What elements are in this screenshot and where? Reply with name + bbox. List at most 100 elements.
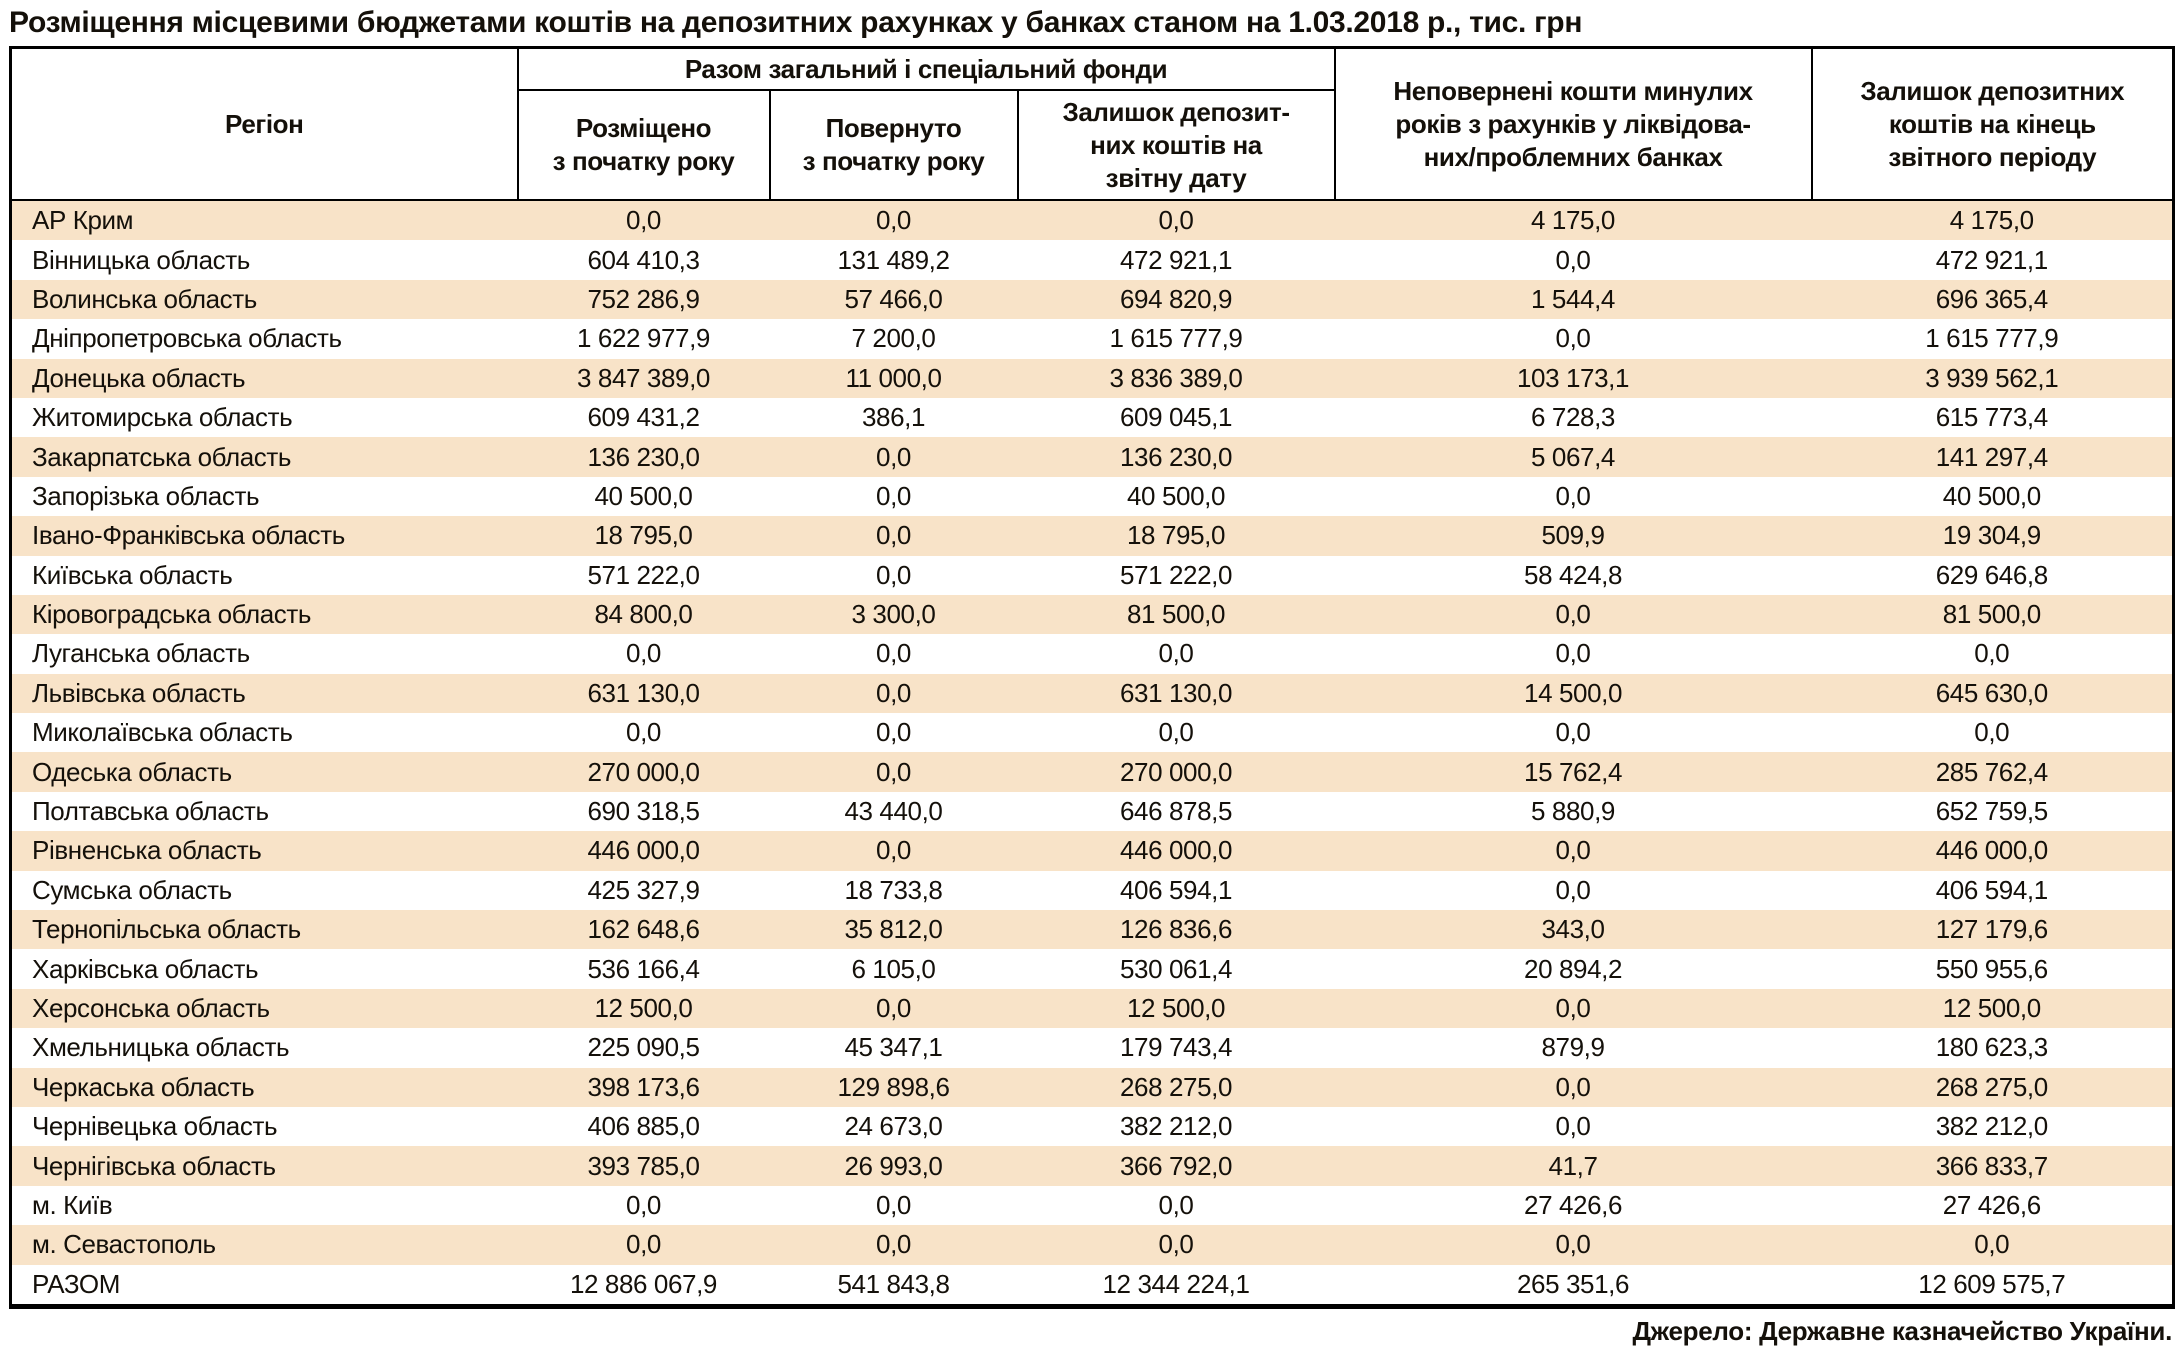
- value-cell: 366 833,7: [1935, 1150, 2048, 1181]
- value-cell: 0,0: [876, 441, 911, 472]
- value-cell: 398 173,6: [587, 1071, 700, 1102]
- value-cell: 18 795,0: [1127, 520, 1226, 551]
- value-cell: 162 648,6: [587, 914, 700, 945]
- table-row: Волинська область 752 286,9 57 466,0 694 82…: [10, 279, 2174, 320]
- value-cell: 11 000,0: [845, 362, 942, 393]
- value-cell: 615 773,4: [1935, 402, 2048, 433]
- value-cell: 14 500,0: [1524, 677, 1623, 708]
- region-cell: Волинська область: [32, 283, 257, 314]
- value-cell: 386,1: [861, 402, 926, 433]
- value-cell: 752 286,9: [587, 283, 700, 314]
- value-cell: 4 175,0: [1531, 205, 1615, 236]
- value-cell: 631 130,0: [587, 677, 700, 708]
- value-cell: 129 898,6: [837, 1071, 950, 1102]
- value-cell: 0,0: [1974, 717, 2010, 748]
- value-cell: 425 327,9: [587, 874, 700, 905]
- value-cell: 81 500,0: [1942, 599, 2041, 630]
- value-cell: 406 885,0: [587, 1111, 700, 1142]
- value-cell: 0,0: [626, 1189, 661, 1220]
- value-cell: 0,0: [876, 480, 911, 511]
- value-cell: 0,0: [876, 993, 911, 1023]
- table-row: Чернігівська область 393 785,0 26 993,0 366…: [10, 1146, 2174, 1186]
- value-cell: 0,0: [876, 835, 911, 866]
- value-cell: 382 212,0: [1119, 1111, 1233, 1142]
- value-cell: 0,0: [876, 638, 911, 669]
- table-row: Одеська область 270 000,0 0,0 270 000,0 15 7…: [10, 752, 2174, 792]
- table-row: Рівненська область 446 000,0 0,0 446 000,0 0…: [10, 831, 2174, 871]
- region-cell: Київська область: [32, 559, 233, 590]
- value-cell: 180 623,3: [1935, 1032, 2048, 1063]
- value-cell: 0,0: [876, 677, 911, 708]
- value-cell: 446 000,0: [1119, 835, 1233, 866]
- value-cell: 0,0: [1555, 638, 1591, 669]
- value-cell: 550 955,6: [1935, 953, 2048, 984]
- table-row: Вінницька область 604 410,3 131 489,2 472 9…: [11, 240, 2174, 279]
- value-cell: 645 630,0: [1935, 677, 2048, 708]
- region-cell: Хмельницька область: [32, 1032, 290, 1063]
- value-cell: 0,0: [1555, 244, 1591, 275]
- value-cell: 18 733,8: [844, 874, 943, 905]
- value-cell: 0,0: [1158, 717, 1194, 748]
- table-row: Черкаська область 398 173,6 129 898,6 268 2…: [10, 1067, 2174, 1107]
- value-cell: 1 615 777,9: [1925, 323, 2059, 354]
- table-row: Тернопільська область 162 648,6 35 812,0 12…: [10, 910, 2174, 950]
- value-cell: 343,0: [1541, 914, 1605, 945]
- value-cell: 285 762,4: [1935, 756, 2048, 787]
- table-row: Кіровоградська область 84 800,0 3 300,0 81 …: [10, 594, 2174, 635]
- value-cell: 136 230,0: [1119, 441, 1233, 472]
- value-cell: 393 785,0: [587, 1150, 700, 1181]
- table-row: Чернівецька область 406 885,0 24 673,0 382 …: [11, 1107, 2174, 1146]
- value-cell: 58 424,8: [1524, 559, 1623, 590]
- value-cell: 0,0: [1555, 599, 1591, 630]
- table-row: Львівська область 631 130,0 0,0 631 130,0 14…: [10, 673, 2174, 714]
- value-cell: 0,0: [1158, 205, 1194, 236]
- value-cell: 0,0: [876, 1189, 911, 1220]
- value-cell: 20 894,2: [1524, 953, 1623, 984]
- value-cell: 81 500,0: [1127, 599, 1226, 630]
- region-cell: Тернопільська область: [32, 914, 301, 945]
- region-cell: Черкаська область: [32, 1071, 255, 1102]
- value-cell: 0,0: [1555, 480, 1591, 511]
- value-cell: 0,0: [1974, 638, 2010, 669]
- value-cell: 41,7: [1548, 1150, 1598, 1181]
- value-cell: 225 090,5: [587, 1032, 700, 1063]
- value-cell: 0,0: [1158, 1229, 1194, 1260]
- value-cell: 609 045,1: [1119, 402, 1233, 433]
- value-cell: 19 304,9: [1942, 520, 2041, 551]
- region-cell: Запорізька область: [32, 480, 260, 511]
- table-row: Сумська область 425 327,9 18 733,8 406 594,…: [11, 871, 2174, 910]
- value-cell: 84 800,0: [594, 599, 693, 630]
- value-cell: 0,0: [1555, 1071, 1591, 1102]
- value-cell: 126 836,6: [1119, 914, 1233, 945]
- header-balance-end-period: Залишок депозитних коштів на кінець звіт…: [1810, 46, 2175, 201]
- header-balance-report-date: Залишок депозит- них коштів на звітну да…: [1016, 89, 1336, 201]
- value-cell: 696 365,4: [1935, 283, 2048, 314]
- value-cell: 12 886 067,9: [569, 1268, 717, 1299]
- table-row: Запорізька область 40 500,0 0,0 40 500,0 0,0…: [11, 477, 2174, 516]
- value-cell: 694 820,9: [1119, 283, 1233, 314]
- value-cell: 446 000,0: [1935, 835, 2048, 866]
- value-cell: 0,0: [626, 638, 661, 669]
- table-row: Хмельницька область 225 090,5 45 347,1 179 …: [11, 1028, 2174, 1067]
- table-row: Закарпатська область 136 230,0 0,0 136 230,…: [10, 437, 2174, 477]
- table-row: Херсонська область 12 500,0 0,0 12 500,0 0,0…: [10, 988, 2174, 1029]
- value-cell: 0,0: [876, 717, 911, 748]
- value-cell: 270 000,0: [587, 756, 700, 787]
- value-cell: 12 344 224,1: [1102, 1268, 1250, 1299]
- region-cell: Чернівецька область: [32, 1111, 278, 1142]
- value-cell: 366 792,0: [1119, 1150, 1233, 1181]
- region-cell: м. Київ: [32, 1189, 113, 1220]
- value-cell: 0,0: [1555, 993, 1591, 1023]
- value-cell: 1 544,4: [1531, 283, 1615, 314]
- value-cell: 3 300,0: [851, 599, 936, 630]
- value-cell: 472 921,1: [1119, 244, 1233, 275]
- region-cell: Вінницька область: [32, 244, 250, 275]
- value-cell: 265 351,6: [1516, 1268, 1630, 1299]
- value-cell: 27 426,6: [1524, 1189, 1623, 1220]
- total-label-cell: РАЗОМ: [32, 1268, 120, 1299]
- table-body: АР Крим 0,0 0,0 0,0 4 175,0 4 175,0 Вінницька …: [10, 200, 2174, 1307]
- header-row-sub: Розміщено з початку року Повернуто з поч…: [11, 89, 2174, 201]
- value-cell: 40 500,0: [1942, 480, 2041, 511]
- region-cell: Дніпропетровська область: [32, 323, 342, 354]
- region-cell: Рівненська область: [32, 835, 262, 866]
